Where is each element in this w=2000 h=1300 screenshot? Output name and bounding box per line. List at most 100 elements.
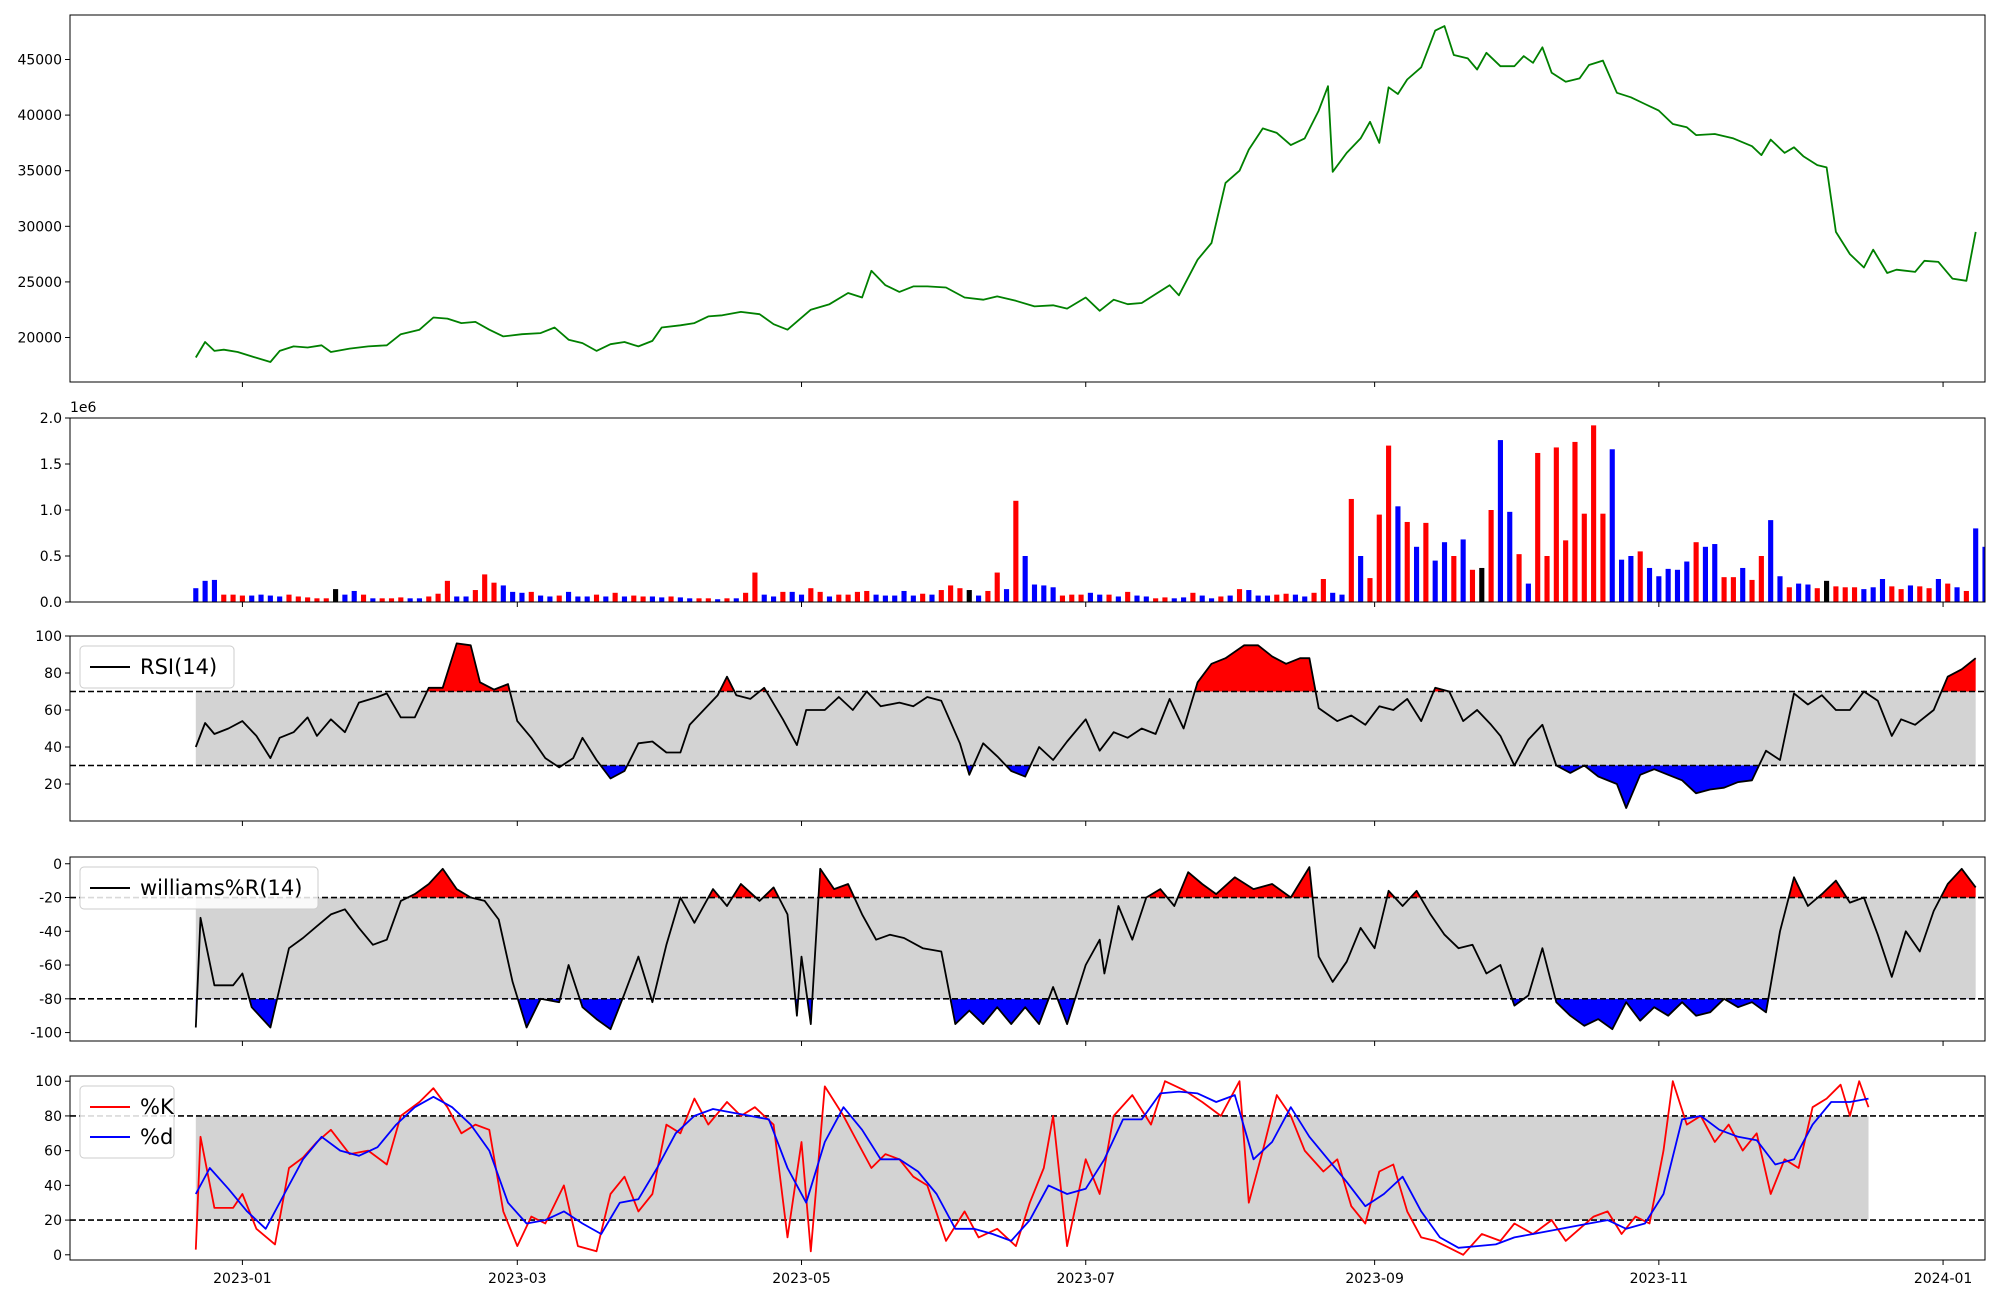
volume-bar [333, 589, 339, 602]
volume-bar [966, 590, 972, 602]
y-tick-label: 0 [53, 1248, 62, 1264]
volume-bar [1358, 556, 1364, 602]
volume-bar [1656, 576, 1662, 602]
volume-bar [239, 595, 245, 602]
volume-bar [584, 596, 590, 602]
volume-bar [1907, 585, 1914, 602]
y-tick-label: 2.0 [40, 411, 62, 427]
stochastic-frame [69, 1075, 1986, 1261]
y-tick-label: 1.0 [40, 503, 62, 519]
volume-bar [519, 592, 525, 602]
rsi-y-axis: 20 40 60 80 100 [35, 629, 70, 793]
y-tick-label: -100 [30, 1026, 62, 1042]
y-tick-label: 25000 [17, 275, 62, 291]
volume-bar [836, 594, 842, 602]
price-y-axis: 20000 25000 30000 35000 40000 45000 [17, 52, 70, 347]
williams-legend: williams%R(14) [79, 866, 319, 910]
volume-bar [948, 585, 954, 602]
volume-bar [1954, 587, 1960, 602]
volume-bar [211, 579, 218, 602]
volume-bar [193, 588, 199, 602]
y-tick-label: 0 [53, 857, 62, 873]
volume-bar [705, 598, 711, 602]
volume-bar [1851, 587, 1858, 602]
volume-bar [1404, 521, 1410, 602]
volume-bar [715, 599, 721, 602]
volume-bar [659, 597, 665, 602]
legend-box [79, 866, 319, 910]
legend-label: %d [140, 1125, 173, 1149]
volume-bar [1861, 589, 1867, 602]
volume-bar [1181, 597, 1187, 602]
volume-bar [1945, 583, 1951, 602]
volume-bar [901, 590, 907, 602]
volume-bar [1479, 567, 1485, 602]
volume-bar [1460, 539, 1466, 602]
williams-below-fill [195, 998, 1769, 1030]
y-tick-label: 45000 [17, 52, 62, 68]
volume-bar [929, 594, 935, 602]
x-tick-label: 2023-03 [488, 1271, 547, 1287]
volume-bar [510, 591, 516, 602]
volume-panel: 0.0 0.5 1.0 1.5 2.0 1e6 [40, 400, 1986, 611]
volume-bar [1218, 596, 1224, 602]
stochastic-panel: 0 20 40 60 80 100 %K %d 2023-01 2023-03 2023-05 202… [35, 1074, 1986, 1287]
volume-bar [1395, 506, 1401, 602]
volume-bar [1777, 576, 1783, 602]
volume-bar [1833, 586, 1839, 602]
x-tick-label: 2024-01 [1914, 1271, 1973, 1287]
volume-bar [1283, 593, 1289, 602]
volume-bar [826, 596, 833, 602]
y-tick-label: 20 [44, 1213, 62, 1229]
y-tick-label: 80 [44, 1109, 62, 1125]
volume-plot-area [193, 425, 1985, 602]
volume-bar [761, 594, 767, 602]
volume-bar [1143, 596, 1149, 602]
volume-bar [743, 592, 749, 602]
volume-bar [360, 594, 367, 602]
volume-bar [1898, 589, 1904, 602]
volume-bar [249, 595, 255, 602]
volume-bar [640, 596, 646, 602]
stochastic-y-axis: 0 20 40 60 80 100 [35, 1074, 70, 1264]
volume-bar [1600, 513, 1606, 602]
volume-bar [1488, 510, 1494, 602]
volume-bar [454, 596, 460, 602]
y-tick-label: 60 [44, 703, 62, 719]
volume-bar [1097, 594, 1103, 602]
volume-bar [1050, 587, 1056, 602]
volume-bar [938, 590, 944, 602]
volume-bar [920, 593, 926, 602]
volume-bar [556, 595, 562, 602]
williams-series-line [194, 866, 1977, 1031]
volume-bar [1208, 598, 1215, 602]
williams-above-fill [407, 867, 1976, 898]
y-tick-label: 100 [35, 629, 62, 645]
volume-bar [1106, 594, 1112, 602]
x-tick-label: 2023-05 [772, 1271, 831, 1287]
volume-bar [500, 585, 506, 602]
y-tick-label: 80 [44, 666, 62, 682]
volume-bar [1665, 568, 1671, 602]
volume-bar [444, 580, 450, 602]
volume-bar [1814, 588, 1820, 602]
legend-label: williams%R(14) [140, 876, 302, 900]
volume-bar [1469, 569, 1476, 602]
stochastic-legend: %K %d [79, 1085, 175, 1159]
volume-bar [1749, 579, 1755, 602]
volume-bar [882, 595, 888, 602]
rsi-plot-area [70, 642, 1985, 809]
volume-bar [771, 596, 777, 602]
volume-bar [612, 592, 618, 602]
volume-bar [1255, 595, 1261, 602]
volume-bar [1535, 452, 1541, 602]
volume-bar [1702, 546, 1709, 602]
volume-bar [1786, 587, 1792, 602]
volume-bar [1376, 514, 1382, 602]
volume-bar [463, 596, 469, 602]
volume-bar [798, 594, 805, 602]
volume-bar [649, 596, 655, 602]
volume-bar [1199, 595, 1205, 602]
stochastic-series-line-d [195, 1090, 1869, 1249]
volume-bar [1302, 596, 1308, 602]
